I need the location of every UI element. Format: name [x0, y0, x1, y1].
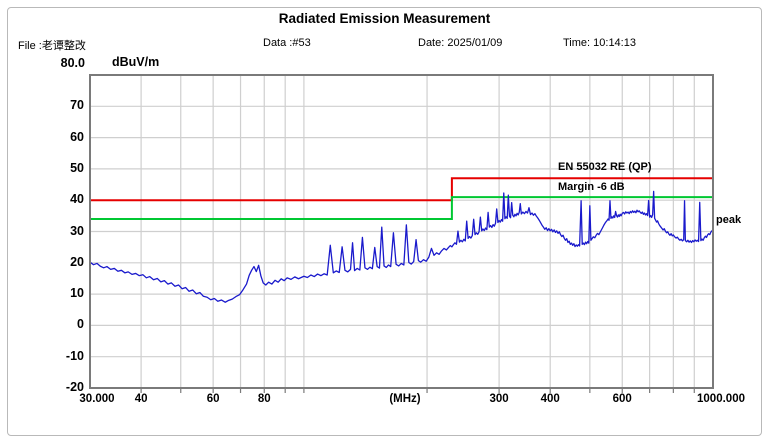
y-tick-label: -10 — [65, 348, 84, 363]
x-tick-label: 60 — [206, 393, 220, 405]
margin-line — [90, 196, 713, 220]
x-axis-unit-label: (MHz) — [389, 393, 421, 405]
y-axis-unit-label: dBuV/m — [112, 55, 160, 69]
plot-border — [89, 74, 714, 389]
emission-chart-plot — [89, 74, 714, 393]
file-field: File :老谭整改 — [18, 40, 86, 52]
y-tick-label: 70 — [70, 98, 84, 113]
x-tick-label: 1000.000 — [697, 393, 745, 405]
y-tick-label: 60 — [70, 129, 84, 144]
y-tick-label: 50 — [70, 160, 84, 175]
page-title: Radiated Emission Measurement — [278, 11, 491, 26]
y-tick-label: 0 — [77, 317, 84, 332]
y-tick-label: 10 — [70, 286, 84, 301]
page-border — [7, 7, 762, 436]
margin-line-label: Margin -6 dB — [558, 181, 625, 193]
y-axis-max-label: 80.0 — [60, 56, 85, 70]
y-tick-label: 30 — [70, 223, 84, 238]
x-tick-label: 40 — [134, 393, 148, 405]
emission-trace — [89, 190, 714, 303]
limit-line — [90, 177, 713, 202]
y-tick-label: 20 — [70, 254, 84, 269]
date-field: Date: 2025/01/09 — [418, 37, 503, 49]
x-tick-label: 400 — [540, 393, 560, 405]
data-number-field: Data :#53 — [263, 37, 311, 49]
trace-peak-label: peak — [716, 214, 742, 226]
x-tick-label: 80 — [257, 393, 271, 405]
limit-line-label: EN 55032 RE (QP) — [558, 161, 652, 173]
x-tick-label: 600 — [612, 393, 632, 405]
y-tick-label: 40 — [70, 192, 84, 207]
time-field: Time: 10:14:13 — [563, 37, 636, 49]
x-tick-label: 30.000 — [79, 393, 115, 405]
x-tick-label: 300 — [489, 393, 509, 405]
y-tick-label: -20 — [65, 380, 84, 394]
